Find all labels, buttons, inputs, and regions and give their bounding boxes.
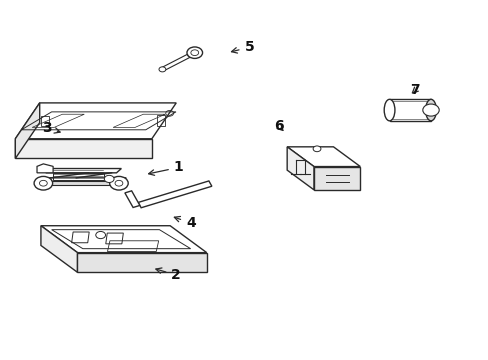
Text: 7: 7 (409, 84, 419, 97)
Text: 1: 1 (148, 161, 183, 175)
Bar (389, 99, 430, 121)
Polygon shape (15, 103, 40, 158)
Polygon shape (77, 253, 206, 273)
Circle shape (96, 231, 105, 239)
Circle shape (109, 176, 128, 190)
Polygon shape (313, 167, 360, 190)
Polygon shape (286, 147, 313, 190)
Circle shape (159, 67, 165, 72)
Polygon shape (46, 168, 121, 173)
Text: 3: 3 (42, 121, 60, 135)
Polygon shape (41, 181, 121, 185)
Circle shape (104, 175, 114, 183)
Ellipse shape (425, 99, 435, 121)
Polygon shape (41, 178, 126, 181)
Polygon shape (138, 181, 211, 208)
Polygon shape (41, 226, 77, 273)
Polygon shape (124, 191, 140, 207)
Text: 4: 4 (174, 216, 195, 230)
Polygon shape (286, 147, 360, 167)
Text: 6: 6 (273, 119, 283, 133)
Text: 5: 5 (231, 40, 254, 54)
Circle shape (186, 47, 202, 58)
Polygon shape (15, 139, 152, 158)
Circle shape (422, 104, 438, 116)
Polygon shape (37, 164, 53, 173)
Circle shape (34, 176, 53, 190)
Ellipse shape (384, 99, 394, 121)
Polygon shape (41, 226, 206, 253)
Text: 2: 2 (156, 268, 181, 282)
Polygon shape (15, 103, 176, 139)
Circle shape (190, 50, 198, 55)
Polygon shape (161, 54, 189, 71)
Circle shape (312, 146, 320, 152)
